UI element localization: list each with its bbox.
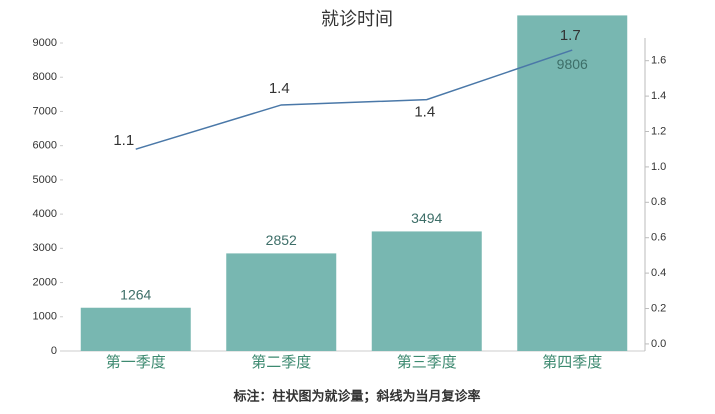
y-tick-label: 1000 <box>33 311 57 323</box>
y-tick-label: 7000 <box>33 105 57 117</box>
note: 标注：柱状图为就诊量；斜线为当月复诊率 <box>232 388 480 404</box>
x-tick-label: 第一季度 <box>106 353 166 371</box>
y2-tick-label: 0.4 <box>651 267 666 279</box>
y2-tick-label: 1.4 <box>651 90 666 102</box>
y-tick-label: 4000 <box>33 208 57 220</box>
bar-value-label: 2852 <box>266 232 297 248</box>
y2-tick-label: 0.6 <box>651 232 666 244</box>
bar-value-label: 9806 <box>557 56 588 72</box>
y2-tick-label: 1.0 <box>651 161 666 173</box>
x-tick-label: 第二季度 <box>251 353 311 371</box>
y-tick-label: 3000 <box>33 242 57 254</box>
bar-value-label: 3494 <box>411 210 442 226</box>
y2-tick-label: 0.2 <box>651 302 666 314</box>
y-tick-label: 0 <box>51 345 57 357</box>
bar-value-label: 1264 <box>120 286 151 302</box>
bar <box>80 307 191 351</box>
y2-tick-label: 1.6 <box>651 55 666 67</box>
line-value-label: 1.4 <box>269 80 290 97</box>
line-value-label: 1.1 <box>113 132 134 149</box>
y-tick-label: 2000 <box>33 276 57 288</box>
y2-tick-label: 0.8 <box>651 196 666 208</box>
line-value-label: 1.4 <box>414 104 435 121</box>
bar <box>517 15 628 351</box>
y2-tick-label: 1.2 <box>651 125 666 137</box>
y-tick-label: 9000 <box>33 37 57 49</box>
bar <box>226 253 337 351</box>
x-tick-label: 第三季度 <box>397 353 457 371</box>
y2-tick-label: 0.0 <box>651 338 666 350</box>
line <box>135 49 573 150</box>
line-value-label: 1.7 <box>560 27 581 44</box>
y-tick-label: 8000 <box>33 71 57 83</box>
y-tick-label: 6000 <box>33 140 57 152</box>
x-tick-label: 第四季度 <box>542 353 602 371</box>
y-tick-label: 5000 <box>33 174 57 186</box>
chart-title: 就诊时间 <box>321 9 393 29</box>
bar <box>371 231 482 351</box>
